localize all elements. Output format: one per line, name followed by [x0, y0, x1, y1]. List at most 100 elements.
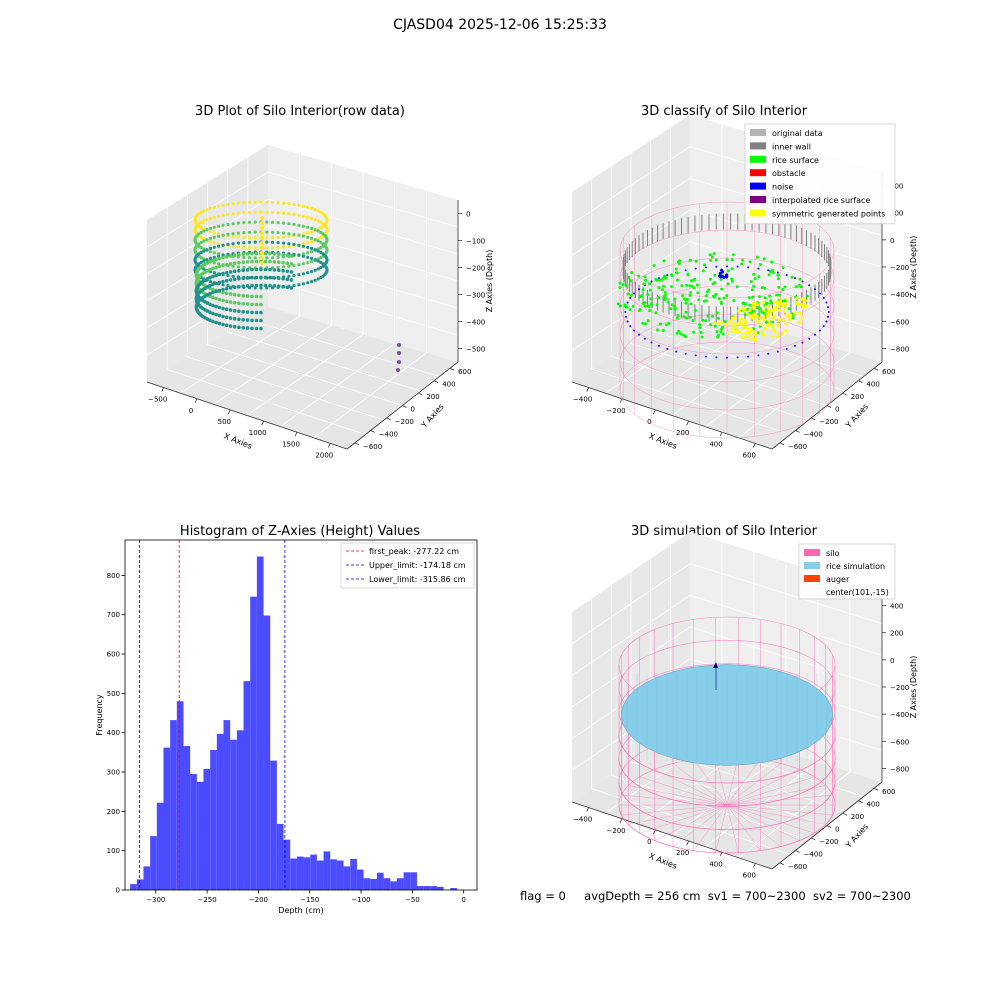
y-tick-label: −400 — [804, 850, 823, 858]
raw-point — [282, 241, 286, 245]
raw-point — [208, 240, 212, 244]
raw-point — [265, 256, 269, 260]
raw-point — [228, 324, 233, 328]
raw-point — [232, 277, 237, 282]
raw-outlier-point — [397, 360, 401, 364]
histogram-bar — [370, 878, 377, 890]
raw-point — [202, 267, 206, 271]
silo-mesh-spoke — [726, 785, 826, 806]
raw-point — [221, 322, 225, 327]
legend-label: first_peak: -277.22 cm — [369, 547, 459, 556]
silo-mesh-spoke — [726, 804, 833, 816]
histogram-bar — [336, 860, 344, 890]
raw-point — [250, 251, 254, 256]
raw-point — [263, 275, 268, 280]
raw-point — [208, 206, 212, 210]
raw-point — [211, 287, 215, 292]
silo-mesh-ring-front — [618, 804, 836, 854]
histogram-bar — [216, 733, 224, 890]
x-tick-label: −300 — [146, 896, 165, 904]
avg-depth-text: avgDepth = 256 cm — [584, 889, 701, 903]
noise-point — [715, 356, 718, 359]
raw-point — [217, 264, 222, 269]
raw-point — [316, 277, 320, 281]
noise-point — [633, 329, 636, 332]
rice-surface-point — [688, 315, 692, 319]
legend-swatch — [750, 142, 766, 150]
x-tick-label: 2000 — [315, 451, 333, 459]
raw-point — [301, 282, 305, 286]
raw-point — [199, 250, 203, 254]
x-tick — [752, 443, 756, 448]
noise-point — [684, 269, 687, 272]
histogram-bar — [423, 886, 431, 890]
rice-surface-point — [783, 285, 787, 289]
raw-point — [276, 235, 280, 239]
raw-point — [250, 267, 254, 272]
raw-point — [316, 259, 320, 263]
rice-surface-point — [716, 335, 720, 339]
raw-point — [313, 268, 317, 272]
raw-point — [214, 312, 218, 317]
noise-point — [767, 269, 770, 272]
rice-surface-point — [689, 291, 693, 294]
y-tick-label: 400 — [442, 381, 455, 389]
x-tick — [327, 443, 331, 448]
rice-surface-point — [703, 263, 707, 267]
histogram-bar — [296, 856, 304, 890]
raw-point — [287, 232, 291, 236]
symmetric-point — [777, 302, 781, 306]
raw-point — [236, 231, 240, 235]
y-tick-label: 600 — [882, 788, 895, 796]
rice-surface-point — [627, 275, 631, 279]
rice-surface-point — [798, 277, 802, 281]
rice-surface-point — [787, 307, 791, 311]
rice-surface-point — [658, 278, 662, 282]
rice-surface-point — [713, 273, 717, 277]
raw-point — [211, 290, 215, 295]
rice-surface-point — [641, 321, 645, 325]
rice-surface-point — [694, 259, 698, 263]
raw-point — [212, 235, 216, 239]
raw-point — [221, 213, 225, 217]
symmetric-point — [765, 311, 769, 315]
raw-point — [237, 293, 241, 298]
y-tick-label: 400 — [866, 801, 879, 809]
rice-surface-point — [689, 302, 693, 306]
rice-surface-point — [730, 258, 734, 262]
legend-label: interpolated rice surface — [772, 196, 870, 205]
raw-point — [212, 271, 216, 275]
y-tick-label: 0 — [411, 406, 415, 414]
rice-surface-point — [707, 288, 711, 292]
z-axis-label: Z Axies (Depth) — [909, 236, 918, 299]
rice-surface-point — [715, 311, 719, 315]
z-tick-label: −300 — [466, 292, 485, 300]
symmetric-point — [744, 326, 748, 330]
z-tick-label: 400 — [890, 603, 903, 611]
raw-point — [313, 248, 317, 252]
z-axis-label: Z Axies (Depth) — [909, 656, 918, 719]
raw-point — [224, 291, 229, 296]
symmetric-point — [764, 305, 768, 309]
raw-point — [214, 257, 218, 262]
raw-point — [217, 242, 221, 246]
raw-point — [263, 259, 268, 264]
histogram-bar — [176, 701, 184, 890]
raw-point — [250, 310, 254, 315]
x-tick-label: 500 — [218, 418, 231, 426]
noise-point — [624, 315, 627, 318]
z-tick-label: −400 — [890, 711, 909, 719]
raw-point — [211, 274, 215, 279]
x-tick-label: 200 — [676, 849, 689, 857]
raw-point — [260, 216, 264, 220]
z-tick-label: −800 — [890, 345, 909, 353]
raw-point — [254, 251, 259, 256]
y-tick-label: 400 — [866, 381, 879, 389]
symmetric-point — [776, 335, 780, 339]
grid-line — [247, 319, 440, 377]
noise-point — [638, 288, 640, 291]
symmetric-point — [797, 311, 801, 315]
x-tick-label: 400 — [709, 860, 722, 868]
silo-mesh-spoke — [726, 769, 800, 806]
raw-point — [247, 236, 252, 240]
